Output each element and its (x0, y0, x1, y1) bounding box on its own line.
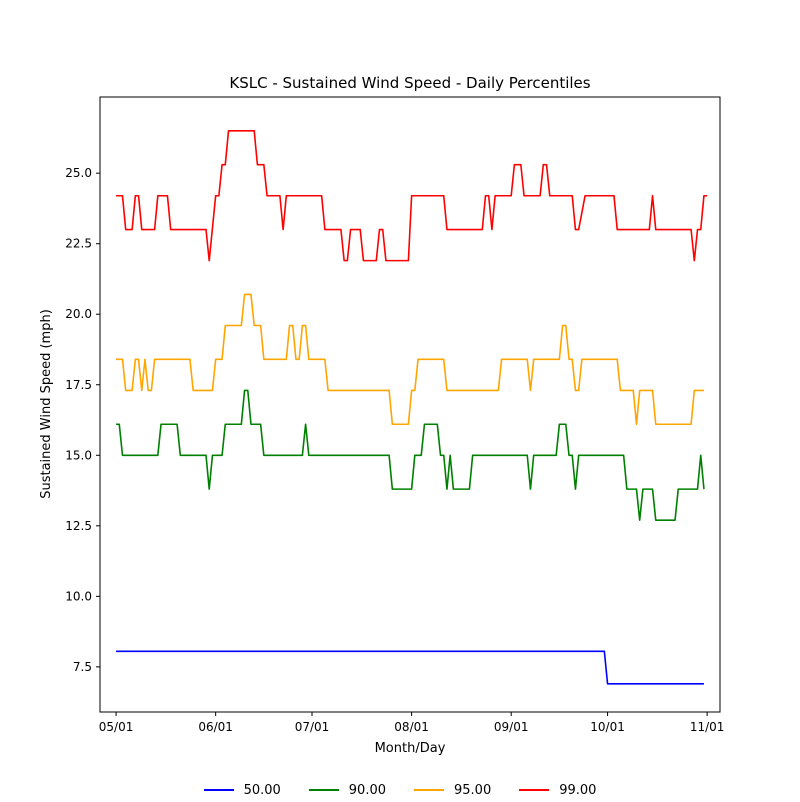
x-tick-label: 06/01 (198, 720, 233, 734)
legend-label: 99.00 (559, 782, 597, 798)
series-line-95.00 (116, 293, 704, 426)
plot-frame (99, 96, 721, 713)
x-tick-label: 07/01 (295, 720, 330, 734)
series-line-50.00 (116, 650, 704, 685)
series-line-90.00 (116, 389, 705, 521)
legend-item: 95.00 (414, 778, 491, 802)
legend-swatch (414, 789, 444, 791)
legend-item: 99.00 (519, 778, 596, 802)
legend-swatch (203, 789, 234, 791)
x-axis-label: Month/Day (375, 741, 446, 756)
x-tick-label: 09/01 (494, 720, 529, 734)
legend-item: 50.00 (203, 778, 281, 802)
x-tick-label: 11/01 (690, 720, 725, 734)
chart-title: KSLC - Sustained Wind Speed - Daily Perc… (229, 74, 590, 92)
legend-label: 95.00 (454, 782, 492, 798)
y-axis-label: Sustained Wind Speed (mph) (39, 309, 54, 499)
chart-legend: 50.00 90.00 95.00 99.00 (0, 778, 800, 802)
y-tick-label: 15.0 (65, 448, 92, 462)
axes-layer: 05/01 06/01 07/01 08/01 09/01 10/01 11/01 7.5 10… (65, 96, 725, 734)
y-tick-label: 12.5 (65, 519, 92, 533)
y-tick-label: 10.0 (65, 589, 92, 603)
series-layer (116, 130, 708, 685)
x-tick-label: 10/01 (590, 720, 625, 734)
legend-label: 90.00 (348, 782, 386, 798)
y-tick-label: 7.5 (73, 660, 92, 674)
y-tick-label: 25.0 (65, 166, 92, 180)
x-tick-label: 05/01 (99, 720, 134, 734)
x-tick-label: 08/01 (394, 720, 429, 734)
y-tick-label: 22.5 (65, 237, 92, 251)
legend-swatch (519, 789, 550, 791)
legend-item: 90.00 (308, 778, 386, 802)
y-tick-label: 17.5 (65, 378, 92, 392)
y-tick-label: 20.0 (65, 307, 92, 321)
legend-label: 50.00 (243, 782, 281, 798)
series-line-99.00 (116, 130, 708, 262)
legend-swatch (308, 789, 339, 791)
